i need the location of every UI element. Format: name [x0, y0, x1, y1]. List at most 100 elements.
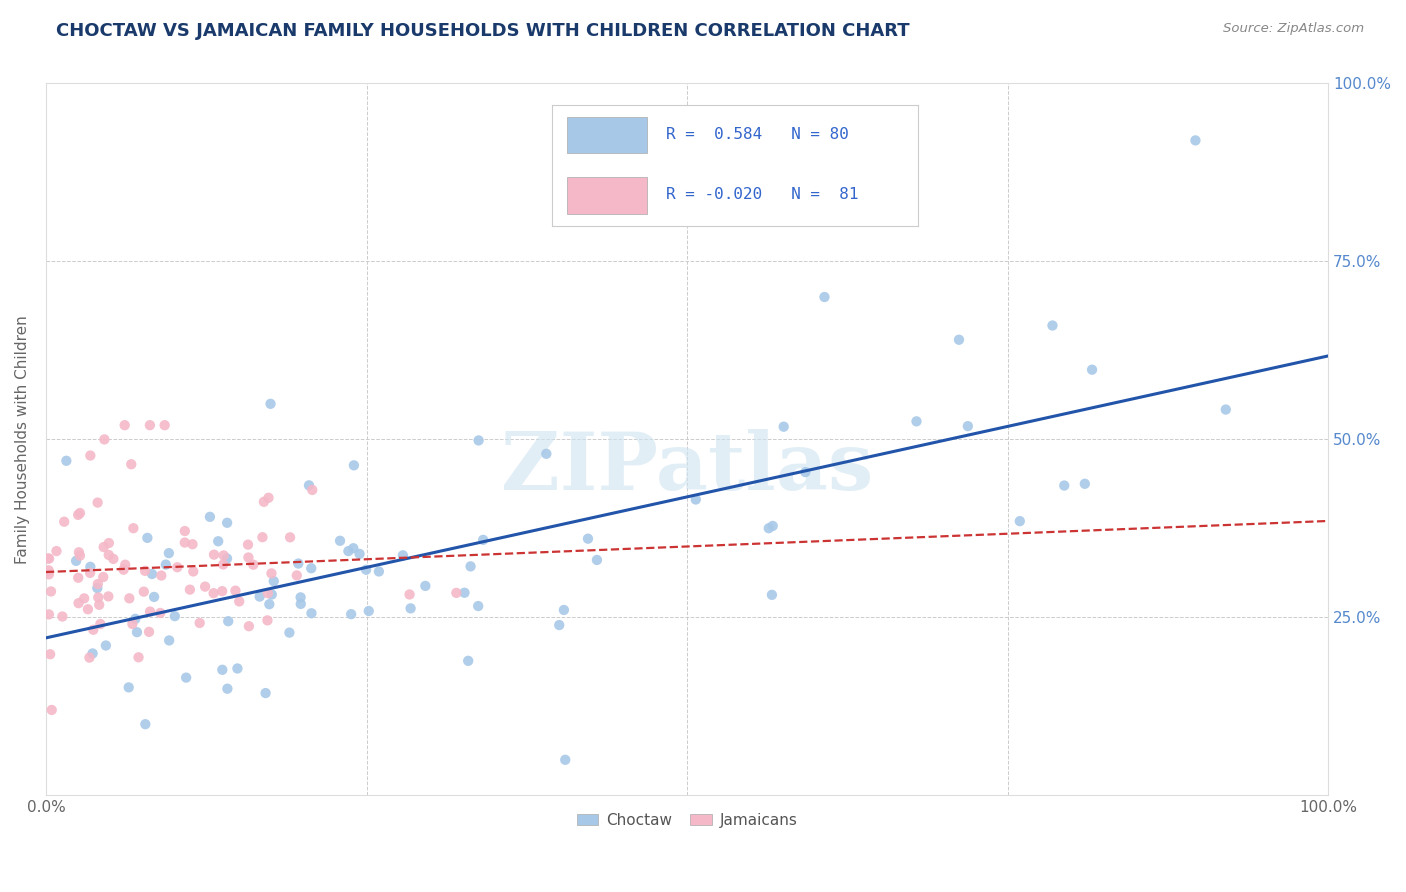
Point	[228, 594, 250, 608]
Point	[278, 625, 301, 640]
Point	[207, 534, 229, 549]
Point	[287, 557, 309, 571]
Point	[122, 521, 145, 535]
Point	[82, 647, 104, 661]
Point	[212, 549, 235, 563]
Point	[242, 558, 264, 572]
Point	[38, 567, 60, 582]
Point	[67, 545, 90, 559]
Point	[392, 549, 415, 563]
Point	[89, 617, 111, 632]
Point	[260, 587, 283, 601]
Point	[86, 581, 108, 595]
Point	[238, 619, 260, 633]
Point	[89, 598, 111, 612]
Point	[91, 570, 114, 584]
Point	[342, 541, 364, 556]
Point	[149, 606, 172, 620]
Point	[136, 531, 159, 545]
Point	[139, 418, 162, 433]
Point	[399, 601, 422, 615]
Point	[121, 616, 143, 631]
Point	[163, 609, 186, 624]
Point	[253, 495, 276, 509]
Point	[124, 612, 146, 626]
Point	[794, 465, 817, 479]
Point	[37, 551, 59, 566]
Point	[398, 587, 420, 601]
Point	[415, 579, 437, 593]
Point	[349, 547, 371, 561]
Point	[259, 597, 281, 611]
Point	[38, 607, 60, 622]
Text: CHOCTAW VS JAMAICAN FAMILY HOUSEHOLDS WITH CHILDREN CORRELATION CHART: CHOCTAW VS JAMAICAN FAMILY HOUSEHOLDS WI…	[56, 22, 910, 40]
Point	[329, 533, 352, 548]
Point	[94, 639, 117, 653]
Point	[256, 586, 278, 600]
Point	[67, 596, 90, 610]
Point	[212, 558, 235, 572]
Point	[301, 607, 323, 621]
Point	[1184, 133, 1206, 147]
Point	[118, 591, 141, 606]
Point	[120, 457, 142, 471]
Point	[79, 449, 101, 463]
Point	[761, 588, 783, 602]
Point	[174, 671, 197, 685]
Y-axis label: Family Households with Children: Family Households with Children	[15, 315, 30, 564]
Point	[340, 607, 363, 622]
Point	[134, 564, 156, 578]
Point	[188, 615, 211, 630]
Point	[290, 597, 312, 611]
Point	[153, 418, 176, 433]
Point	[166, 560, 188, 574]
Point	[128, 650, 150, 665]
Point	[202, 586, 225, 600]
Point	[236, 538, 259, 552]
Point	[263, 574, 285, 589]
Point	[41, 703, 63, 717]
Point	[367, 565, 389, 579]
Point	[298, 478, 321, 492]
Point	[956, 419, 979, 434]
Point	[181, 565, 204, 579]
Point	[762, 519, 785, 533]
Point	[39, 584, 62, 599]
Point	[173, 535, 195, 549]
Point	[125, 625, 148, 640]
Point	[285, 568, 308, 582]
Point	[905, 414, 928, 428]
Point	[1008, 514, 1031, 528]
Point	[97, 548, 120, 562]
Text: ZIPatlas: ZIPatlas	[501, 429, 873, 507]
Point	[150, 568, 173, 582]
Point	[586, 553, 609, 567]
Point	[118, 681, 141, 695]
Point	[337, 544, 360, 558]
Point	[453, 585, 475, 599]
Point	[948, 333, 970, 347]
Point	[460, 559, 482, 574]
Point	[157, 633, 180, 648]
Point	[249, 590, 271, 604]
Point	[67, 508, 90, 522]
Point	[138, 624, 160, 639]
Point	[467, 434, 489, 448]
Point	[813, 290, 835, 304]
Point	[238, 550, 260, 565]
Point	[93, 540, 115, 554]
Point	[758, 521, 780, 535]
Point	[357, 604, 380, 618]
Point	[254, 686, 277, 700]
Point	[260, 566, 283, 581]
Point	[79, 650, 101, 665]
Point	[301, 483, 323, 497]
Point	[97, 590, 120, 604]
Point	[87, 577, 110, 591]
Legend: Choctaw, Jamaicans: Choctaw, Jamaicans	[571, 806, 803, 834]
Point	[576, 532, 599, 546]
Point	[134, 717, 156, 731]
Point	[143, 590, 166, 604]
Point	[226, 661, 249, 675]
Point	[256, 613, 278, 627]
